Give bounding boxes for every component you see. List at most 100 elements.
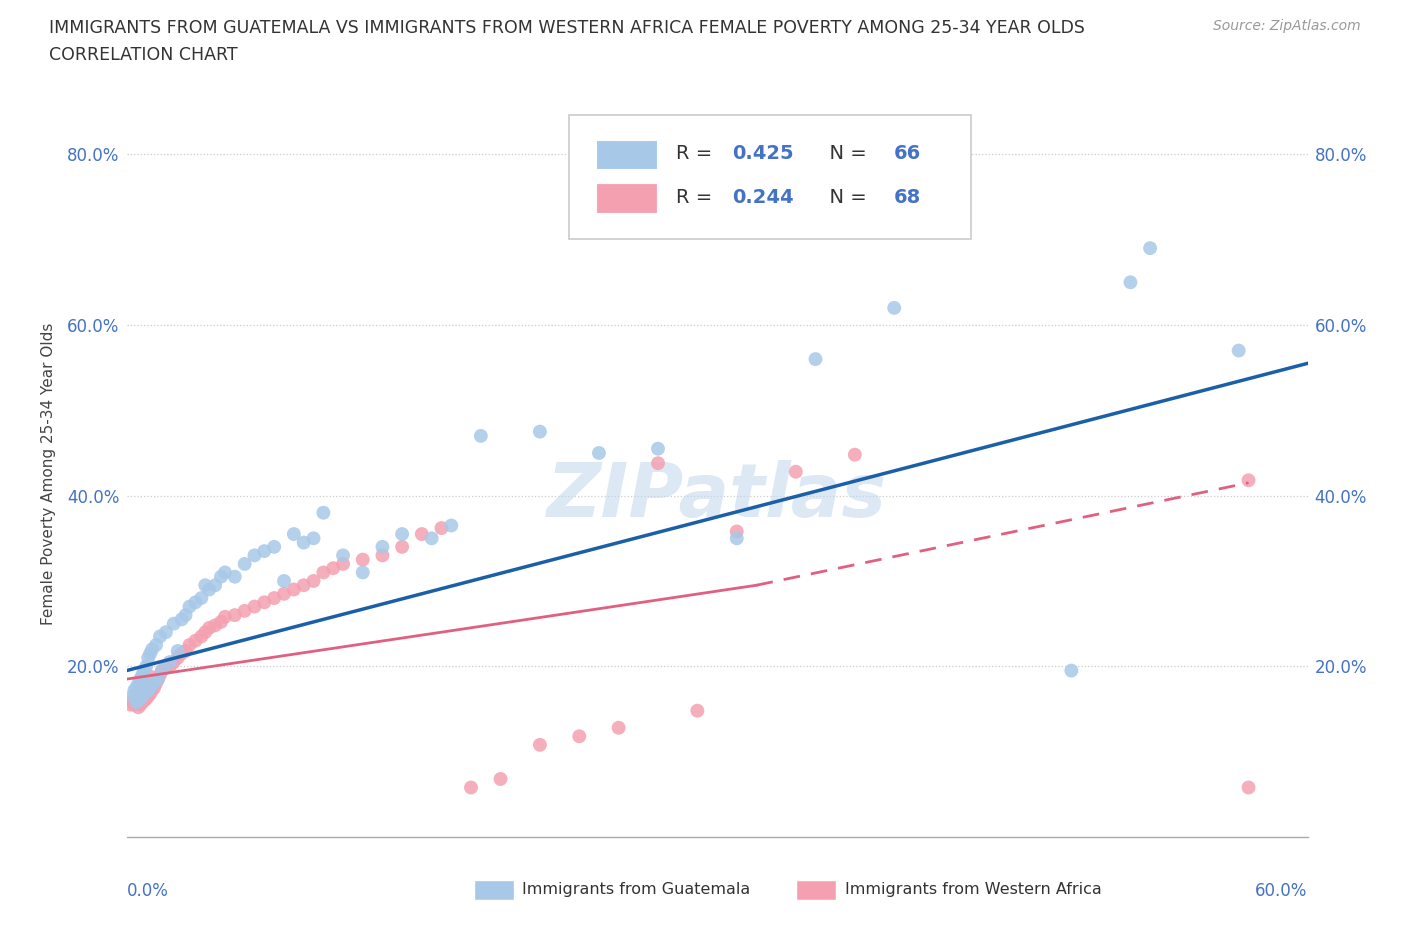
Point xyxy=(224,569,246,584)
Point xyxy=(136,671,159,686)
Point xyxy=(273,574,295,589)
Point xyxy=(725,531,748,546)
Point xyxy=(204,618,226,632)
Point xyxy=(214,565,236,580)
Point xyxy=(134,678,156,693)
Point xyxy=(129,698,152,712)
Point xyxy=(1227,343,1250,358)
Point xyxy=(146,671,169,686)
Point xyxy=(184,633,207,648)
Y-axis label: Female Poverty Among 25-34 Year Olds: Female Poverty Among 25-34 Year Olds xyxy=(41,323,56,626)
Point xyxy=(135,674,157,689)
Point xyxy=(214,609,236,624)
Point xyxy=(120,698,142,712)
Point xyxy=(131,680,153,695)
Point xyxy=(430,521,453,536)
Point xyxy=(139,680,162,695)
Point xyxy=(129,671,152,686)
Point xyxy=(145,638,167,653)
Point xyxy=(150,663,173,678)
Point xyxy=(209,615,232,630)
Point xyxy=(124,683,146,698)
Point xyxy=(233,556,256,571)
Point xyxy=(322,561,344,576)
Point xyxy=(686,703,709,718)
Point xyxy=(883,300,905,315)
Point xyxy=(129,691,152,706)
Point xyxy=(283,582,305,597)
Point xyxy=(170,646,193,661)
Point xyxy=(129,683,152,698)
Point xyxy=(174,644,197,658)
Point xyxy=(283,526,305,541)
Point xyxy=(174,607,197,622)
Point xyxy=(568,729,591,744)
Point xyxy=(243,548,266,563)
Point xyxy=(146,671,169,686)
FancyBboxPatch shape xyxy=(569,115,972,239)
Point xyxy=(124,698,146,712)
Point xyxy=(163,655,186,670)
Text: 0.244: 0.244 xyxy=(733,188,794,206)
Text: 66: 66 xyxy=(894,144,921,163)
Point xyxy=(155,660,177,675)
Text: Source: ZipAtlas.com: Source: ZipAtlas.com xyxy=(1213,19,1361,33)
Text: Immigrants from Western Africa: Immigrants from Western Africa xyxy=(845,883,1101,897)
Point xyxy=(647,441,669,456)
Point xyxy=(139,646,162,661)
Point xyxy=(844,447,866,462)
Point xyxy=(131,668,153,683)
Point xyxy=(489,772,512,787)
Point xyxy=(139,669,162,684)
Point xyxy=(179,599,201,614)
Point xyxy=(263,591,285,605)
Point xyxy=(143,674,166,689)
Point xyxy=(134,693,156,708)
Point xyxy=(136,683,159,698)
Point xyxy=(332,556,354,571)
Point xyxy=(352,565,374,580)
Text: CORRELATION CHART: CORRELATION CHART xyxy=(49,46,238,64)
Point xyxy=(647,456,669,471)
Point xyxy=(131,695,153,710)
Text: IMMIGRANTS FROM GUATEMALA VS IMMIGRANTS FROM WESTERN AFRICA FEMALE POVERTY AMONG: IMMIGRANTS FROM GUATEMALA VS IMMIGRANTS … xyxy=(49,19,1085,36)
Point xyxy=(141,683,163,698)
Point xyxy=(804,352,827,366)
Point xyxy=(150,663,173,678)
Point xyxy=(1237,472,1260,487)
Point xyxy=(1060,663,1083,678)
Point xyxy=(131,689,153,704)
Bar xyxy=(475,881,513,898)
Point xyxy=(1139,241,1161,256)
Point xyxy=(125,695,148,710)
Bar xyxy=(797,881,835,898)
Point xyxy=(135,658,157,673)
Text: 0.425: 0.425 xyxy=(733,144,794,163)
Point xyxy=(134,686,156,701)
Point xyxy=(194,578,217,592)
Text: N =: N = xyxy=(817,188,873,206)
Point xyxy=(190,591,212,605)
Text: 68: 68 xyxy=(894,188,921,206)
Point xyxy=(460,780,482,795)
Point xyxy=(159,655,181,670)
Text: N =: N = xyxy=(817,144,873,163)
Point xyxy=(136,689,159,704)
Point xyxy=(184,595,207,610)
Point xyxy=(332,548,354,563)
Point xyxy=(725,524,748,538)
Bar xyxy=(596,140,655,168)
Point xyxy=(125,695,148,710)
Point xyxy=(125,680,148,695)
Point xyxy=(352,552,374,567)
Point xyxy=(529,424,551,439)
Point xyxy=(224,607,246,622)
Point xyxy=(198,620,221,635)
Point xyxy=(371,548,394,563)
Point xyxy=(155,625,177,640)
Point xyxy=(139,686,162,701)
Point xyxy=(391,526,413,541)
Point xyxy=(127,686,149,701)
Point xyxy=(136,650,159,665)
Point xyxy=(411,526,433,541)
